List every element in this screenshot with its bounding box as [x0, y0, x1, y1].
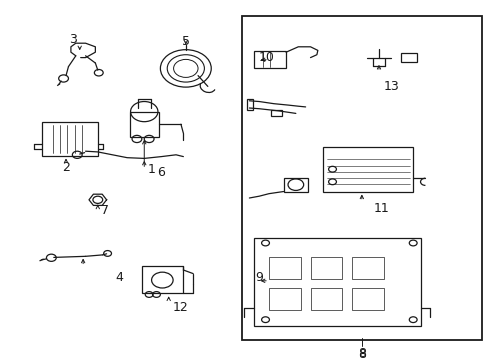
Bar — [41, 122, 98, 156]
Bar — [351, 288, 383, 310]
Bar — [142, 266, 183, 293]
Text: 11: 11 — [373, 202, 388, 215]
Bar — [283, 178, 307, 192]
Bar — [246, 99, 252, 110]
Text: 3: 3 — [69, 33, 77, 46]
Text: 7: 7 — [101, 204, 109, 217]
Text: 4: 4 — [116, 271, 123, 284]
Text: 10: 10 — [258, 51, 274, 64]
Bar — [242, 16, 481, 340]
Text: 12: 12 — [173, 301, 188, 314]
Text: 2: 2 — [62, 161, 70, 174]
Text: 13: 13 — [383, 80, 398, 93]
Bar — [268, 257, 300, 279]
Text: 5: 5 — [182, 35, 189, 48]
Bar — [310, 288, 342, 310]
Bar — [254, 238, 420, 326]
Bar — [254, 51, 285, 68]
Bar — [268, 288, 300, 310]
Text: 6: 6 — [157, 166, 165, 179]
Bar — [322, 147, 412, 192]
Bar — [271, 110, 282, 116]
Bar — [400, 53, 416, 62]
Text: 1: 1 — [147, 163, 155, 176]
Text: 8: 8 — [357, 347, 365, 360]
Bar — [129, 112, 159, 137]
Text: 8: 8 — [357, 348, 365, 360]
Bar — [351, 257, 383, 279]
Bar — [310, 257, 342, 279]
Text: 9: 9 — [255, 271, 263, 284]
